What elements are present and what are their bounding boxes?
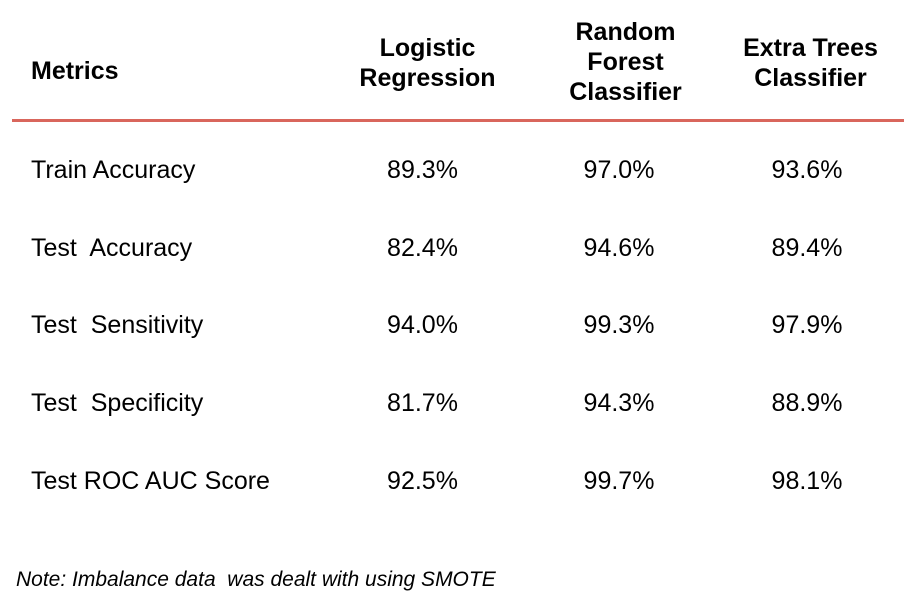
header-extra-trees-line-1: Extra Trees [743, 34, 878, 62]
cell-random-forest: 94.6% [583, 234, 655, 262]
table-row-test-sensitivity: Test Sensitivity 94.0% 99.3% 97.9% [0, 305, 914, 345]
header-extra-trees: Extra Trees Classifier [718, 33, 903, 93]
cell-random-forest: 99.3% [583, 311, 655, 339]
table-header: Metrics Logistic Regression Random Fores… [0, 0, 914, 120]
cell-random-forest: 94.3% [583, 389, 655, 417]
table-row-test-roc-auc: Test ROC AUC Score 92.5% 99.7% 98.1% [0, 461, 914, 501]
header-random-forest-line-1: Random [575, 18, 676, 46]
cell-extra-trees: 89.4% [771, 234, 843, 262]
row-label: Test Specificity [31, 389, 204, 417]
header-random-forest: Random Forest Classifier [533, 17, 718, 107]
cell-logistic-regression: 89.3% [387, 156, 458, 184]
table-row-test-specificity: Test Specificity 81.7% 94.3% 88.9% [0, 383, 914, 423]
header-divider [12, 119, 904, 122]
cell-logistic-regression: 92.5% [387, 467, 458, 495]
cell-logistic-regression: 82.4% [387, 234, 458, 262]
footnote: Note: Imbalance data was dealt with usin… [16, 568, 496, 591]
row-label: Test Accuracy [31, 234, 193, 262]
cell-extra-trees: 93.6% [771, 156, 843, 184]
header-extra-trees-line-2: Classifier [754, 64, 867, 92]
header-metrics: Metrics [31, 57, 119, 85]
row-label: Test ROC AUC Score [31, 467, 270, 495]
header-random-forest-line-3: Classifier [569, 78, 682, 106]
cell-extra-trees: 98.1% [771, 467, 843, 495]
row-label: Train Accuracy [31, 156, 196, 184]
header-logistic-regression: Logistic Regression [335, 33, 520, 93]
cell-random-forest: 97.0% [583, 156, 655, 184]
cell-extra-trees: 88.9% [771, 389, 843, 417]
table-row-train-accuracy: Train Accuracy 89.3% 97.0% 93.6% [0, 150, 914, 190]
header-random-forest-line-2: Forest [587, 48, 664, 76]
cell-random-forest: 99.7% [583, 467, 655, 495]
table-row-test-accuracy: Test Accuracy 82.4% 94.6% 89.4% [0, 228, 914, 268]
row-label: Test Sensitivity [31, 311, 204, 339]
cell-logistic-regression: 81.7% [387, 389, 458, 417]
cell-extra-trees: 97.9% [771, 311, 843, 339]
header-logistic-regression-line-1: Logistic [379, 34, 476, 62]
header-logistic-regression-line-2: Regression [359, 64, 496, 92]
cell-logistic-regression: 94.0% [387, 311, 458, 339]
